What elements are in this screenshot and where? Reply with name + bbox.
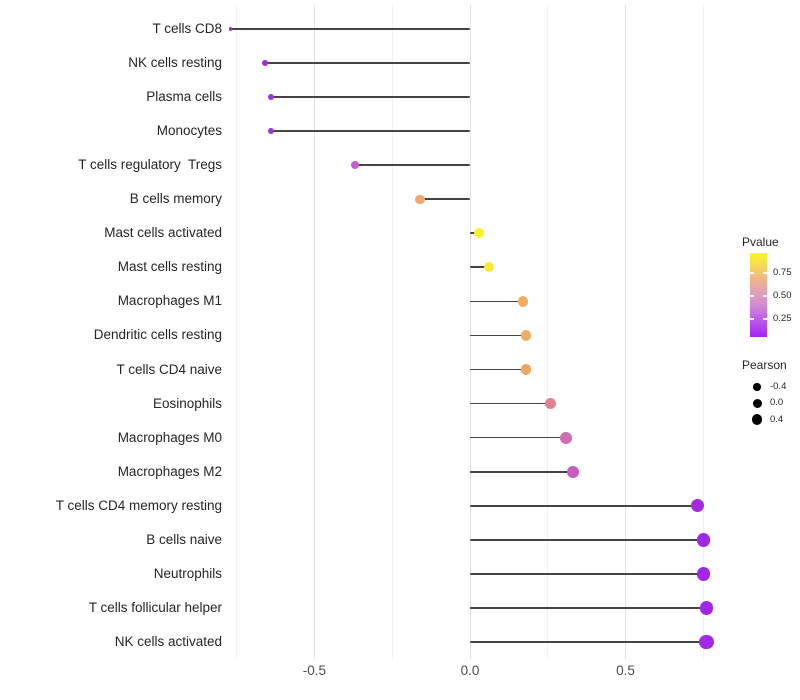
category-label: B cells naive xyxy=(146,531,222,547)
stem xyxy=(470,334,526,337)
stem xyxy=(354,164,470,167)
data-point xyxy=(517,296,529,307)
pvalue-tick-mark xyxy=(763,295,767,297)
plot-panel xyxy=(228,5,731,659)
pvalue-tick-mark xyxy=(763,272,767,274)
gridline-major xyxy=(469,5,471,659)
stem xyxy=(470,538,704,541)
gridline-minor xyxy=(236,5,238,659)
legend-pvalue: Pvalue 0.75 0.50 0.25 xyxy=(742,235,800,345)
data-point xyxy=(699,601,714,615)
pearson-legend-dot xyxy=(752,398,762,408)
gridline-major xyxy=(625,5,627,659)
category-label: NK cells resting xyxy=(128,55,222,71)
stem xyxy=(420,198,470,201)
pvalue-tick-label: 0.25 xyxy=(773,313,792,324)
stem xyxy=(470,606,707,609)
stem xyxy=(470,504,698,507)
data-point xyxy=(483,262,494,273)
pvalue-tick-mark xyxy=(750,295,754,297)
category-label: Plasma cells xyxy=(146,89,222,105)
gridline-major xyxy=(313,5,315,659)
category-label: B cells memory xyxy=(129,191,222,207)
stem xyxy=(270,130,470,133)
stem xyxy=(470,470,573,473)
category-label: T cells CD8 xyxy=(152,21,222,36)
data-point xyxy=(267,93,275,101)
stem xyxy=(470,641,707,643)
category-label: T cells follicular helper xyxy=(88,599,222,615)
data-point xyxy=(474,228,485,239)
legend-pearson: Pearson -0.4 0.0 0.4 xyxy=(742,358,800,438)
x-tick-label: 0.0 xyxy=(460,663,480,678)
pearson-legend-label: -0.4 xyxy=(770,381,787,392)
stem xyxy=(230,28,470,30)
pvalue-tick-mark xyxy=(763,318,767,320)
data-point xyxy=(690,499,704,513)
stem xyxy=(470,436,567,439)
pearson-legend-dot xyxy=(751,414,763,425)
data-point xyxy=(560,431,573,444)
pvalue-tick-label: 0.50 xyxy=(773,290,792,301)
data-point xyxy=(267,127,275,135)
legend-pvalue-title: Pvalue xyxy=(742,235,779,249)
stem xyxy=(470,368,526,371)
pearson-legend-dot xyxy=(753,383,761,391)
stem xyxy=(470,572,704,575)
data-point xyxy=(228,27,233,31)
data-point xyxy=(520,364,532,375)
data-point xyxy=(696,567,711,581)
category-label: Macrophages M2 xyxy=(117,463,222,479)
pearson-legend-label: 0.0 xyxy=(770,397,784,409)
pvalue-colorbar xyxy=(750,253,767,337)
data-point xyxy=(520,330,532,341)
stem xyxy=(470,300,523,303)
category-label: Neutrophils xyxy=(153,565,222,581)
data-point xyxy=(566,465,579,478)
pearson-legend-label: 0.4 xyxy=(770,413,784,425)
pvalue-tick-mark xyxy=(750,318,754,320)
pvalue-tick-mark xyxy=(750,272,754,274)
category-label: Mast cells resting xyxy=(117,259,222,275)
category-label: Monocytes xyxy=(156,123,222,139)
category-label: Eosinophils xyxy=(152,395,222,411)
data-point xyxy=(545,398,557,410)
gridline-minor xyxy=(547,5,549,659)
stem xyxy=(470,402,551,405)
x-tick-label: 0.5 xyxy=(616,663,635,678)
data-point xyxy=(699,634,714,650)
data-point xyxy=(261,60,268,67)
category-label: Dendritic cells resting xyxy=(93,327,222,343)
gridline-minor xyxy=(702,5,704,659)
gridline-minor xyxy=(391,5,393,659)
category-label: T cells CD4 naive xyxy=(116,361,222,377)
data-point xyxy=(415,194,425,204)
legend-pearson-title: Pearson xyxy=(742,358,787,372)
stem xyxy=(470,266,489,269)
category-label: T cells regulatory Tregs xyxy=(78,157,222,173)
data-point xyxy=(696,533,711,547)
pvalue-tick-label: 0.75 xyxy=(773,267,792,278)
category-label: NK cells activated xyxy=(114,633,222,649)
category-label: Macrophages M1 xyxy=(117,293,222,309)
category-label: Mast cells activated xyxy=(104,225,222,241)
stem xyxy=(270,96,470,98)
data-point xyxy=(350,160,360,170)
category-label: T cells CD4 memory resting xyxy=(55,497,222,513)
category-label: Macrophages M0 xyxy=(117,429,222,445)
stem xyxy=(264,62,470,64)
x-tick-label: -0.5 xyxy=(302,663,327,678)
